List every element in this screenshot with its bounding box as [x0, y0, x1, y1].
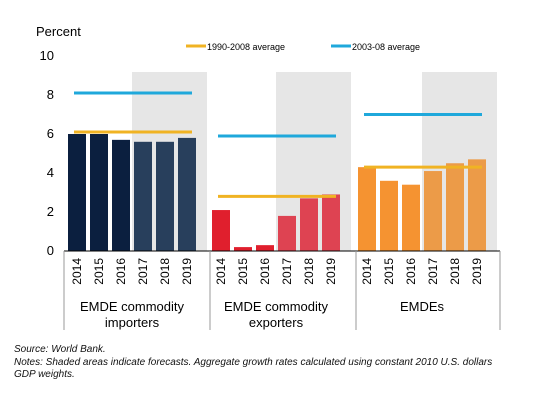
- bar: [68, 134, 86, 251]
- x-tick-label: 2014: [70, 258, 84, 285]
- y-tick-label: 10: [40, 48, 54, 63]
- y-axis-label: Percent: [36, 24, 81, 39]
- group-label: exporters: [249, 315, 304, 330]
- bar: [234, 247, 252, 251]
- y-tick-label: 2: [47, 204, 54, 219]
- bar: [322, 194, 340, 251]
- x-tick-label: 2019: [180, 258, 194, 285]
- group-label: EMDEs: [400, 299, 445, 314]
- x-tick-label: 2015: [92, 258, 106, 285]
- x-tick-label: 2018: [158, 258, 172, 285]
- bar: [446, 163, 464, 251]
- bar: [256, 245, 274, 251]
- bar: [112, 139, 130, 251]
- y-tick-label: 0: [47, 243, 54, 258]
- legend-label-2003-08: 2003-08 average: [352, 42, 420, 52]
- plot-area: 0 2 4 6 8 10 2014 2015 2016 2017 2018 2019 2014 2015 2…: [40, 48, 501, 330]
- forecast-note: Notes: Shaded areas indicate forecasts. …: [14, 356, 493, 381]
- bar: [358, 167, 376, 251]
- x-tick-label: 2017: [280, 258, 294, 285]
- bar: [402, 184, 420, 251]
- chart-notes: Source: World Bank. Notes: Shaded areas …: [14, 344, 514, 382]
- bar: [90, 134, 108, 251]
- x-tick-label: 2014: [214, 258, 228, 285]
- x-tick-label: 2014: [360, 258, 374, 285]
- x-tick-label: 2019: [470, 258, 484, 285]
- bar: [212, 210, 230, 251]
- source-note: Source: World Bank.: [14, 344, 106, 355]
- bar: [424, 171, 442, 251]
- y-tick-label: 6: [47, 126, 54, 141]
- y-tick-label: 8: [47, 87, 54, 102]
- bar: [468, 159, 486, 251]
- x-tick-label: 2017: [136, 258, 150, 285]
- x-tick-label: 2015: [382, 258, 396, 285]
- bar: [300, 198, 318, 251]
- group-label: EMDE commodity: [80, 299, 185, 314]
- x-tick-label: 2016: [258, 258, 272, 285]
- bar: [380, 180, 398, 251]
- x-tick-label: 2016: [404, 258, 418, 285]
- y-tick-label: 4: [47, 165, 54, 180]
- bar: [278, 215, 296, 251]
- bar: [156, 141, 174, 251]
- bar-chart: Percent 1990-2008 average 2003-08 averag…: [36, 24, 501, 330]
- group-label: importers: [105, 315, 160, 330]
- legend: 1990-2008 average 2003-08 average: [186, 42, 420, 52]
- x-tick-label: 2016: [114, 258, 128, 285]
- bar: [178, 137, 196, 251]
- x-tick-label: 2017: [426, 258, 440, 285]
- x-tick-label: 2018: [302, 258, 316, 285]
- legend-label-1990-2008: 1990-2008 average: [207, 42, 285, 52]
- x-tick-label: 2015: [236, 258, 250, 285]
- bar: [134, 141, 152, 251]
- group-label: EMDE commodity: [224, 299, 329, 314]
- x-tick-label: 2018: [448, 258, 462, 285]
- x-tick-label: 2019: [324, 258, 338, 285]
